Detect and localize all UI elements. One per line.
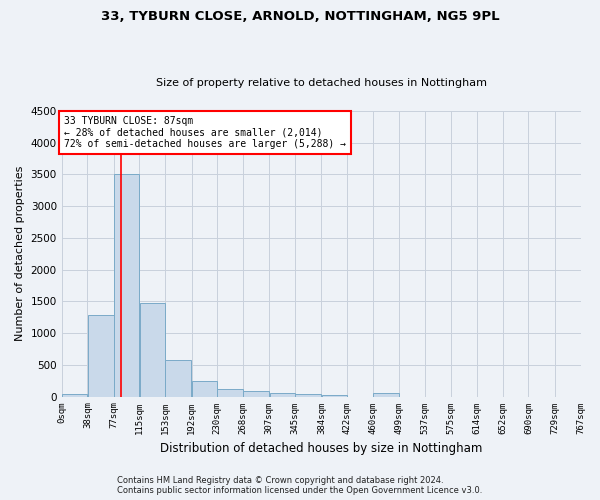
Bar — [192, 382, 217, 396]
Bar — [373, 393, 399, 396]
Bar — [243, 392, 269, 396]
Bar — [62, 394, 87, 396]
Title: Size of property relative to detached houses in Nottingham: Size of property relative to detached ho… — [155, 78, 487, 88]
Bar — [140, 302, 165, 396]
Bar — [114, 174, 139, 396]
Bar — [166, 360, 191, 397]
Bar — [269, 393, 295, 396]
Text: 33 TYBURN CLOSE: 87sqm
← 28% of detached houses are smaller (2,014)
72% of semi-: 33 TYBURN CLOSE: 87sqm ← 28% of detached… — [64, 116, 346, 150]
Bar — [88, 316, 113, 396]
X-axis label: Distribution of detached houses by size in Nottingham: Distribution of detached houses by size … — [160, 442, 482, 455]
Bar — [217, 390, 243, 396]
Bar — [295, 394, 321, 396]
Text: Contains HM Land Registry data © Crown copyright and database right 2024.
Contai: Contains HM Land Registry data © Crown c… — [118, 476, 482, 495]
Text: 33, TYBURN CLOSE, ARNOLD, NOTTINGHAM, NG5 9PL: 33, TYBURN CLOSE, ARNOLD, NOTTINGHAM, NG… — [101, 10, 499, 23]
Y-axis label: Number of detached properties: Number of detached properties — [15, 166, 25, 342]
Bar — [322, 394, 347, 396]
